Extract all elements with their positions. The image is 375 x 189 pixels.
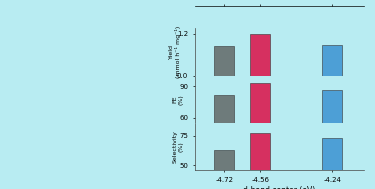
X-axis label: d-band center (eV): d-band center (eV) xyxy=(243,186,315,189)
Bar xyxy=(250,34,270,76)
Bar xyxy=(322,45,342,76)
Bar xyxy=(322,90,342,181)
Bar xyxy=(214,46,234,76)
Bar xyxy=(214,150,234,189)
Bar xyxy=(250,133,270,189)
Y-axis label: Yield
(mmol h⁻¹ mg⁻¹): Yield (mmol h⁻¹ mg⁻¹) xyxy=(170,26,182,78)
Y-axis label: FE
(%): FE (%) xyxy=(172,94,183,105)
Y-axis label: Selectivity
(%): Selectivity (%) xyxy=(172,130,183,163)
Bar xyxy=(322,138,342,189)
Bar xyxy=(214,94,234,181)
Bar xyxy=(250,83,270,181)
